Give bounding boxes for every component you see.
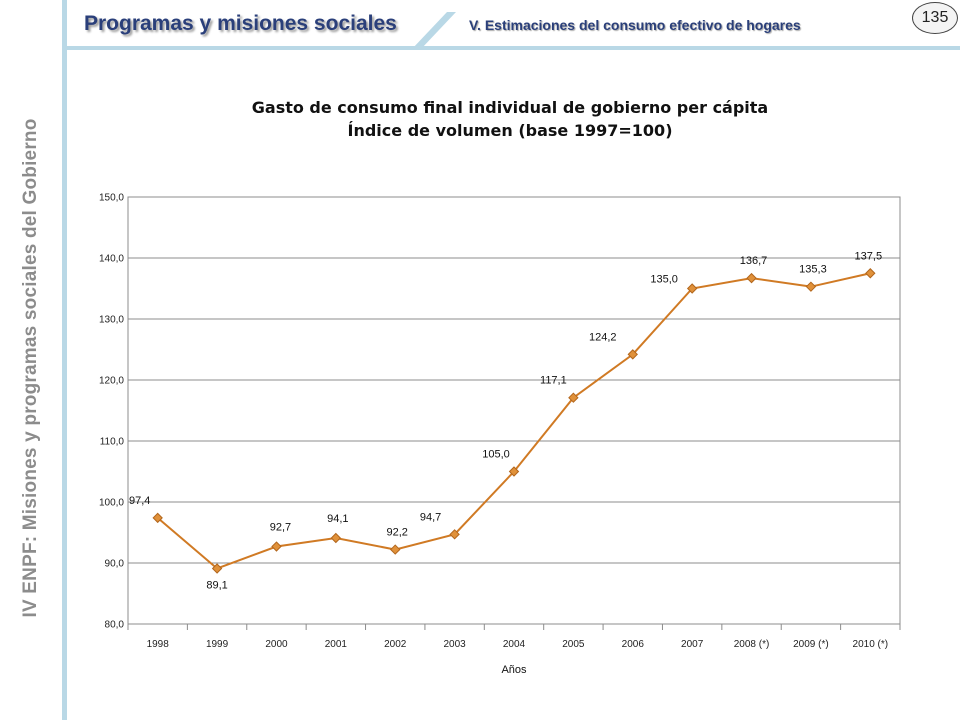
data-point-marker — [746, 272, 757, 284]
x-tick-label: 1998 — [147, 639, 170, 650]
data-label: 137,5 — [855, 250, 883, 262]
data-label: 105,0 — [482, 449, 510, 461]
page-number: 135 — [921, 9, 949, 26]
y-tick-label: 110,0 — [100, 437, 125, 448]
left-accent-bar — [62, 0, 67, 720]
y-tick-label: 130,0 — [99, 315, 124, 326]
data-point-marker — [152, 512, 163, 524]
x-tick-label: 2006 — [622, 639, 645, 650]
series-layer — [152, 268, 876, 574]
data-point-marker — [805, 281, 817, 292]
x-tick-label: 2004 — [503, 639, 526, 650]
data-label-layer: 97,4 89,1 92,7 94,1 92,2 94,7 105,0 117,1 124,2 1… — [129, 250, 882, 591]
y-tick-label: 150,0 — [99, 193, 124, 204]
data-label: 97,4 — [129, 495, 150, 507]
data-point-marker — [271, 541, 282, 552]
data-label: 92,7 — [270, 522, 291, 534]
data-point-marker — [449, 529, 460, 540]
x-tick-label: 2002 — [384, 639, 407, 650]
grid-layer — [127, 196, 901, 625]
chart-title: Gasto de consumo final individual de gob… — [120, 96, 900, 142]
data-label: 135,3 — [799, 264, 827, 276]
x-tick-label: 2007 — [681, 639, 704, 650]
x-axis-label: Años — [501, 664, 527, 676]
data-point-marker — [865, 268, 876, 279]
page-number-badge: 135 — [912, 2, 958, 34]
y-tick-label: 80,0 — [105, 620, 125, 631]
data-label: 92,2 — [387, 527, 408, 539]
x-tick-label: 2009 (*) — [793, 639, 829, 650]
data-label: 94,7 — [420, 511, 441, 523]
data-point-marker — [211, 563, 223, 574]
chart-title-line-2: Índice de volumen (base 1997=100) — [347, 121, 673, 140]
axis-layer: 80,0 90,0 100,0 110,0 120,0 130,0 140,0 150,0 19… — [99, 193, 901, 650]
data-point-marker — [627, 349, 638, 360]
chart-title-line-1: Gasto de consumo final individual de gob… — [251, 98, 769, 117]
section-subtitle: V. Estimaciones del consumo efectivo de … — [469, 17, 801, 33]
data-point-marker — [508, 466, 520, 477]
plot-frame — [127, 196, 901, 625]
x-tick-label: 2001 — [325, 639, 348, 650]
data-label: 89,1 — [206, 579, 227, 591]
data-label: 117,1 — [540, 375, 567, 387]
data-label: 136,7 — [740, 255, 768, 267]
data-point-marker — [390, 544, 401, 555]
page-title: Programas y misiones sociales — [84, 12, 397, 35]
data-point-marker — [330, 532, 342, 544]
x-tick-label: 2010 (*) — [853, 639, 889, 650]
x-tick-label: 2008 (*) — [734, 639, 770, 650]
data-point-marker — [686, 283, 698, 294]
y-tick-label: 100,0 — [99, 498, 124, 509]
x-tick-label: 2005 — [562, 639, 585, 650]
y-tick-label: 90,0 — [105, 559, 125, 570]
x-tick-label: 2003 — [443, 639, 466, 650]
y-tick-label: 120,0 — [99, 376, 124, 387]
data-label: 135,0 — [650, 274, 678, 286]
data-label: 94,1 — [327, 513, 348, 525]
x-tick-label: 2000 — [265, 639, 288, 650]
series-line — [157, 272, 871, 570]
x-tick-label: 1999 — [206, 639, 229, 650]
header-accent-line — [62, 46, 960, 50]
y-tick-label: 140,0 — [99, 254, 124, 265]
data-label: 124,2 — [589, 331, 617, 343]
data-point-marker — [568, 392, 579, 403]
